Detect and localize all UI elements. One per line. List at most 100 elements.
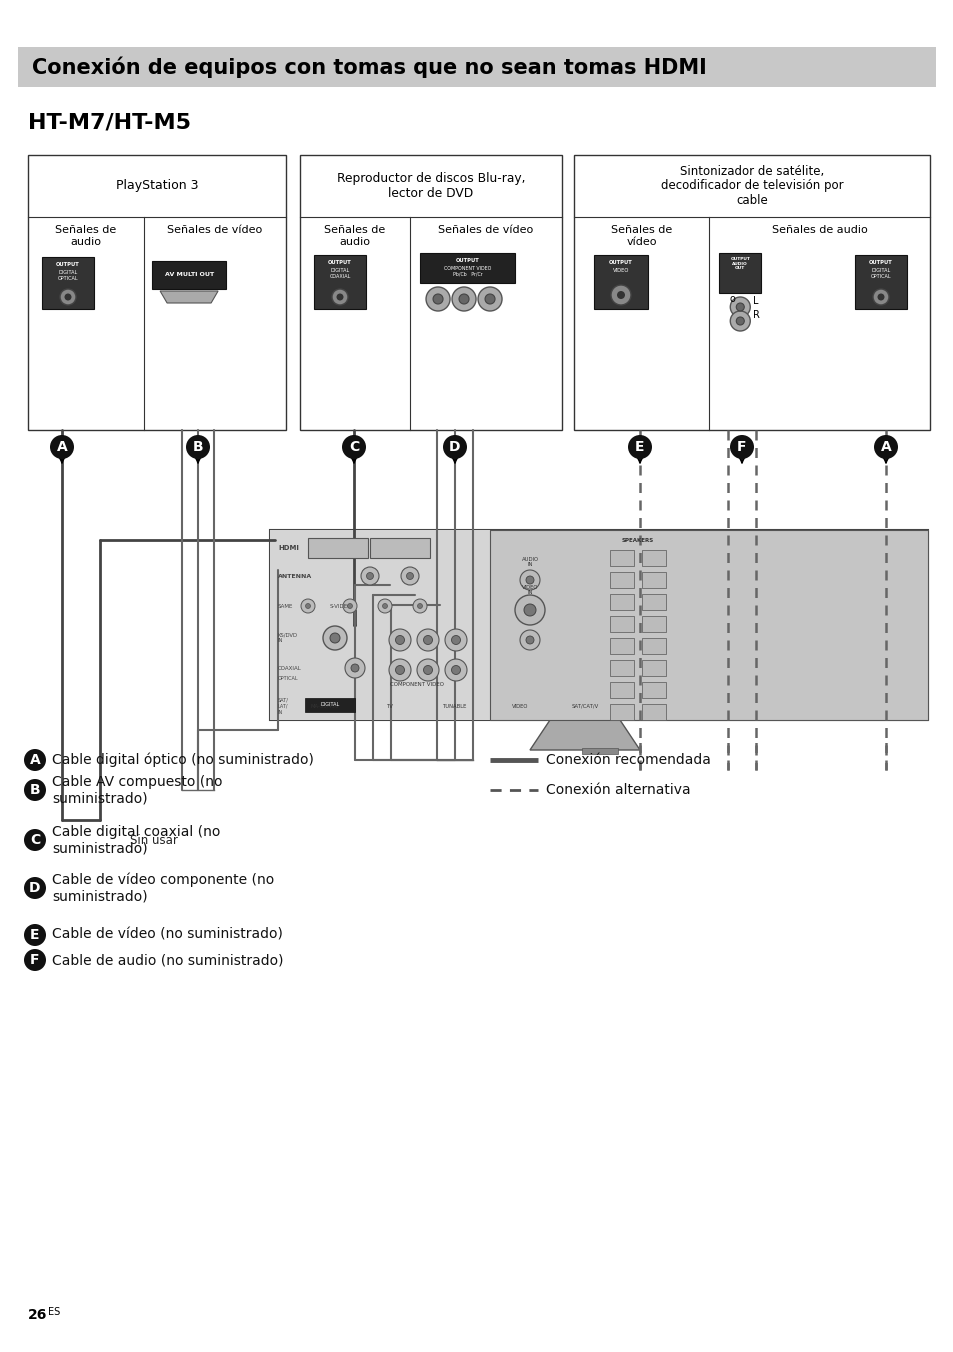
Circle shape [617,291,624,299]
Text: C: C [349,439,358,454]
Text: F: F [737,439,746,454]
Text: Conexión de equipos con tomas que no sean tomas HDMI: Conexión de equipos con tomas que no sea… [32,57,706,78]
Text: SPEAKERS: SPEAKERS [621,538,654,542]
Bar [641,660,665,676]
Text: PlayStation 3: PlayStation 3 [115,180,198,192]
Circle shape [442,435,467,458]
Text: SAT/CAT/V: SAT/CAT/V [571,703,598,708]
Circle shape [406,572,413,580]
Text: S-VIDEO: S-VIDEO [330,603,352,608]
Bar [305,698,355,713]
Circle shape [24,877,46,899]
Circle shape [24,949,46,971]
Text: DIGITAL: DIGITAL [320,703,339,707]
Circle shape [872,289,888,306]
Bar [609,572,634,588]
Text: Cable de vídeo componente (no
suministrado): Cable de vídeo componente (no suministra… [52,872,274,903]
Bar [314,256,366,310]
Text: Reproductor de discos Blu-ray,
lector de DVD: Reproductor de discos Blu-ray, lector de… [336,172,525,200]
Text: L: L [753,296,758,306]
Bar [270,530,490,721]
Circle shape [515,595,544,625]
Text: HDMI: HDMI [277,545,298,552]
Text: Sintonizador de satélite,
decodificador de televisión por
cable: Sintonizador de satélite, decodificador … [660,165,842,207]
Text: DIGITAL
OPTICAL: DIGITAL OPTICAL [57,270,78,281]
Bar [28,155,286,430]
Text: C: C [30,833,40,846]
Bar [152,261,226,289]
Circle shape [416,658,438,681]
Polygon shape [160,291,218,303]
Text: ANTENNA: ANTENNA [277,573,312,579]
Text: HT-M7/HT-M5: HT-M7/HT-M5 [28,112,191,132]
Text: Señales de
audio: Señales de audio [55,224,116,246]
Text: OUTPUT: OUTPUT [868,260,892,265]
Circle shape [345,658,365,677]
Text: COAXIAL: COAXIAL [277,665,301,671]
Text: OUTPUT: OUTPUT [456,258,479,264]
Text: Cable AV compuesto (no
suministrado): Cable AV compuesto (no suministrado) [52,775,222,804]
Bar [490,530,927,721]
Text: DIGITAL
COAXIAL: DIGITAL COAXIAL [329,268,351,279]
Polygon shape [530,721,639,750]
Text: Cable de vídeo (no suministrado): Cable de vídeo (no suministrado) [52,927,283,942]
Text: OUTPUT
AUDIO
OUT: OUTPUT AUDIO OUT [730,257,749,270]
Bar [641,572,665,588]
Bar [641,594,665,610]
Circle shape [24,829,46,850]
Text: AUDIO
IN: AUDIO IN [521,557,537,568]
Bar [308,538,368,558]
Text: COMPONENT VIDEO
Pb/Cb   Pr/Cr: COMPONENT VIDEO Pb/Cb Pr/Cr [443,266,491,277]
Text: Señales de vídeo: Señales de vídeo [167,224,262,235]
Text: A: A [56,439,68,454]
Circle shape [336,293,343,300]
Text: COMPONENT VIDEO: COMPONENT VIDEO [390,683,443,688]
Circle shape [332,289,348,306]
Circle shape [426,287,450,311]
Circle shape [729,297,749,316]
Text: SAT/
LAT/
IN: SAT/ LAT/ IN [277,698,289,715]
Circle shape [395,665,404,675]
Circle shape [50,435,74,458]
Text: A: A [880,439,890,454]
Bar [641,704,665,721]
Circle shape [873,435,897,458]
Text: A: A [30,753,40,767]
Bar [609,638,634,654]
Bar [641,638,665,654]
Text: OUTPUT: OUTPUT [56,262,80,266]
Bar [270,530,927,721]
Circle shape [423,635,432,645]
Text: E: E [635,439,644,454]
Bar [42,257,94,310]
Bar [299,155,561,430]
Circle shape [444,658,467,681]
Circle shape [458,293,469,304]
Text: Conexión alternativa: Conexión alternativa [545,783,690,796]
Bar [370,538,430,558]
Text: D: D [30,882,41,895]
Text: Cable de audio (no suministrado): Cable de audio (no suministrado) [52,953,283,967]
Text: VIDEO: VIDEO [612,268,629,273]
Text: D: D [449,439,460,454]
Text: MA-SS/450: MA-SS/450 [311,703,339,708]
Circle shape [451,665,460,675]
Text: VIDEO: VIDEO [511,703,528,708]
Circle shape [186,435,210,458]
Text: ES: ES [48,1307,60,1317]
Circle shape [305,603,310,608]
Circle shape [452,287,476,311]
Circle shape [519,571,539,589]
Bar [609,594,634,610]
Text: Cable digital óptico (no suministrado): Cable digital óptico (no suministrado) [52,753,314,767]
Bar [641,550,665,566]
Circle shape [729,435,753,458]
Circle shape [444,629,467,652]
Bar [719,253,760,293]
Text: Señales de vídeo: Señales de vídeo [438,224,533,235]
Text: Cable digital coaxial (no
suministrado): Cable digital coaxial (no suministrado) [52,825,220,854]
Bar [594,256,647,310]
Bar [854,256,906,310]
Circle shape [451,635,460,645]
Text: OPTICAL: OPTICAL [277,676,298,680]
